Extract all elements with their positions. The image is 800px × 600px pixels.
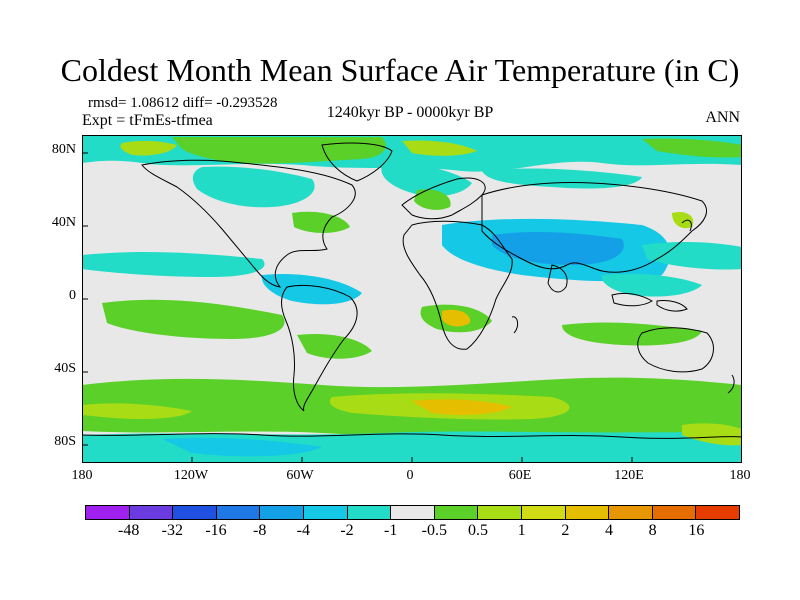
coastline-australia bbox=[637, 327, 714, 373]
map-ticks bbox=[82, 152, 633, 463]
anomaly-region bbox=[442, 309, 471, 327]
coastline-madagascar bbox=[511, 316, 519, 334]
temperature-map bbox=[82, 135, 742, 463]
colorbar-swatch bbox=[478, 506, 522, 519]
lon-label-180w: 180 bbox=[71, 468, 93, 483]
coastline-south-america bbox=[281, 284, 358, 412]
season-label: ANN bbox=[705, 109, 740, 126]
colorbar-label: 4 bbox=[605, 522, 613, 539]
experiment-label: Expt = tFmEs-tfmea bbox=[82, 112, 213, 129]
coastline-japan bbox=[681, 219, 692, 232]
colorbar-label: -8 bbox=[252, 522, 267, 539]
anomaly-region bbox=[120, 140, 177, 156]
colorbar-label: 8 bbox=[648, 522, 657, 539]
colorbar-swatch bbox=[565, 506, 610, 519]
lat-label-0: 0 bbox=[69, 288, 76, 303]
anomaly-region bbox=[642, 138, 742, 158]
anomaly-region bbox=[672, 211, 694, 229]
colorbar-swatch bbox=[391, 506, 435, 519]
anomaly-region bbox=[414, 189, 451, 210]
anomaly-region bbox=[297, 333, 372, 359]
colorbar-swatch bbox=[434, 506, 479, 519]
lat-label-40s: 40S bbox=[54, 361, 76, 376]
colorbar bbox=[85, 505, 740, 520]
anomaly-region bbox=[82, 403, 192, 419]
colorbar-label: 0.5 bbox=[468, 522, 488, 539]
lon-label-120e: 120E bbox=[614, 468, 644, 483]
coastline-antarctica bbox=[82, 433, 742, 439]
colorbar-label: 2 bbox=[561, 522, 570, 539]
anomaly-region bbox=[682, 423, 742, 446]
coastline-indonesia bbox=[611, 292, 688, 312]
coastline-north-america bbox=[141, 159, 356, 288]
colorbar-label: -4 bbox=[296, 522, 310, 539]
lat-label-80s: 80S bbox=[54, 434, 76, 449]
colorbar-swatch bbox=[347, 506, 392, 519]
coastline-greenland bbox=[321, 142, 393, 182]
anomaly-region bbox=[642, 241, 742, 270]
colorbar-swatch bbox=[696, 506, 739, 519]
anomaly-fields bbox=[82, 135, 742, 463]
map-title: Coldest Month Mean Surface Air Temperatu… bbox=[60, 52, 740, 88]
coastline-india bbox=[547, 264, 568, 293]
colorbar-label: -16 bbox=[205, 522, 227, 539]
colorbar-swatch bbox=[86, 506, 130, 519]
colorbar-swatch bbox=[173, 506, 217, 519]
lon-label-60w: 60W bbox=[286, 468, 314, 483]
anomaly-region bbox=[381, 163, 472, 197]
anomaly-region bbox=[412, 399, 512, 415]
colorbar-label: -0.5 bbox=[421, 522, 447, 539]
colorbar-label: -32 bbox=[161, 522, 183, 539]
coastline-new-zealand bbox=[727, 374, 735, 394]
anomaly-region bbox=[162, 437, 322, 457]
lon-label-0: 0 bbox=[406, 468, 414, 483]
anomaly-region bbox=[82, 252, 265, 277]
coastlines bbox=[82, 142, 742, 439]
lon-label-120w: 120W bbox=[173, 468, 209, 483]
lon-label-60e: 60E bbox=[508, 468, 532, 483]
colorbar-swatch bbox=[609, 506, 653, 519]
colorbar-swatch bbox=[303, 506, 348, 519]
colorbar-swatch bbox=[521, 506, 566, 519]
colorbar-label: -1 bbox=[383, 522, 398, 539]
stats-text: rmsd= 1.08612 diff= -0.293528 bbox=[88, 95, 278, 111]
lat-label-40n: 40N bbox=[51, 215, 76, 230]
colorbar-label: -48 bbox=[117, 522, 140, 539]
colorbar-swatch bbox=[652, 506, 697, 519]
lon-label-180e: 180 bbox=[729, 468, 751, 483]
colorbar-swatch bbox=[216, 506, 261, 519]
anomaly-region bbox=[192, 166, 315, 208]
colorbar-swatch bbox=[129, 506, 174, 519]
period-label: 1240kyr BP - 0000kyr BP bbox=[326, 104, 494, 121]
anomaly-region bbox=[292, 211, 350, 233]
colorbar-label: 1 bbox=[517, 522, 526, 539]
anomaly-region bbox=[492, 232, 624, 265]
lat-label-80n: 80N bbox=[51, 142, 76, 157]
anomaly-region bbox=[601, 273, 702, 297]
anomaly-region bbox=[261, 273, 362, 305]
colorbar-label: -2 bbox=[340, 522, 354, 539]
anomaly-region bbox=[102, 299, 285, 339]
anomaly-region bbox=[402, 140, 477, 156]
colorbar-swatch bbox=[260, 506, 304, 519]
coastline-asia bbox=[481, 182, 707, 273]
colorbar-label: 16 bbox=[688, 522, 705, 539]
